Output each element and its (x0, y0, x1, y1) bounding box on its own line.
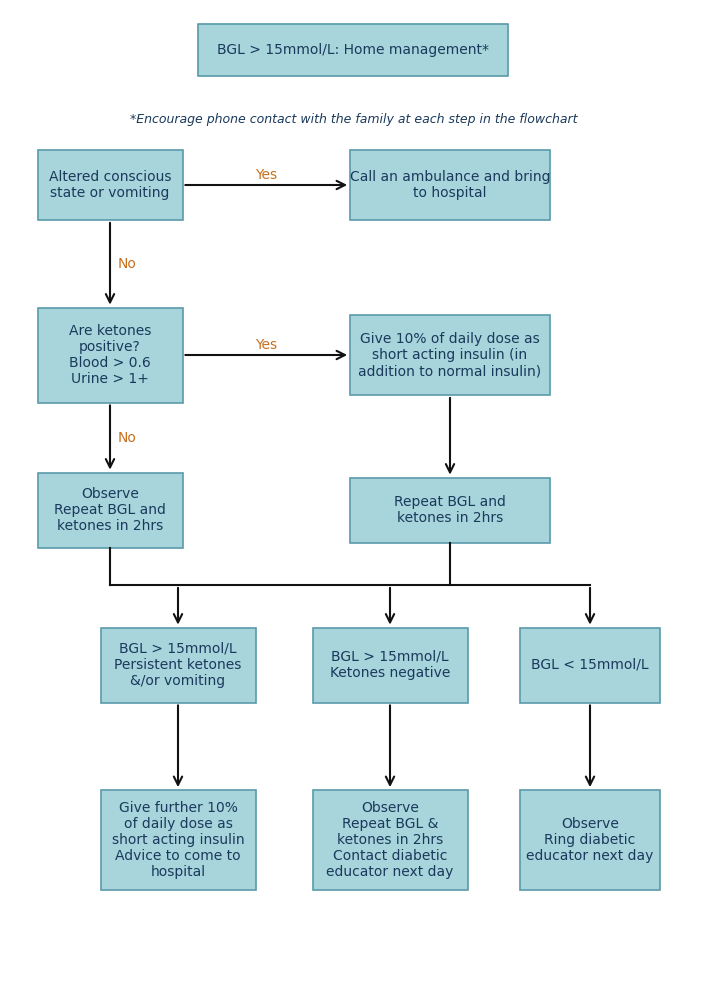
Text: Repeat BGL and
ketones in 2hrs: Repeat BGL and ketones in 2hrs (394, 494, 506, 525)
Text: Yes: Yes (255, 168, 277, 182)
Text: BGL < 15mmol/L: BGL < 15mmol/L (531, 658, 649, 672)
FancyBboxPatch shape (350, 315, 550, 395)
Text: Give 10% of daily dose as
short acting insulin (in
addition to normal insulin): Give 10% of daily dose as short acting i… (358, 332, 542, 378)
FancyBboxPatch shape (37, 473, 182, 548)
Text: Are ketones
positive?
Blood > 0.6
Urine > 1+: Are ketones positive? Blood > 0.6 Urine … (69, 323, 151, 386)
Text: BGL > 15mmol/L
Persistent ketones
&/or vomiting: BGL > 15mmol/L Persistent ketones &/or v… (115, 642, 242, 688)
FancyBboxPatch shape (350, 478, 550, 543)
Text: BGL > 15mmol/L
Ketones negative: BGL > 15mmol/L Ketones negative (329, 650, 450, 680)
FancyBboxPatch shape (312, 790, 467, 890)
Text: No: No (118, 257, 137, 270)
Text: Call an ambulance and bring
to hospital: Call an ambulance and bring to hospital (350, 170, 550, 201)
Text: Observe
Repeat BGL &
ketones in 2hrs
Contact diabetic
educator next day: Observe Repeat BGL & ketones in 2hrs Con… (327, 800, 454, 880)
FancyBboxPatch shape (350, 150, 550, 220)
FancyBboxPatch shape (312, 627, 467, 703)
Text: BGL > 15mmol/L: Home management*: BGL > 15mmol/L: Home management* (217, 43, 489, 57)
Text: Give further 10%
of daily dose as
short acting insulin
Advice to come to
hospita: Give further 10% of daily dose as short … (112, 800, 245, 880)
Text: No: No (118, 431, 137, 444)
FancyBboxPatch shape (520, 627, 660, 703)
Text: Observe
Repeat BGL and
ketones in 2hrs: Observe Repeat BGL and ketones in 2hrs (54, 487, 166, 533)
Text: Observe
Ring diabetic
educator next day: Observe Ring diabetic educator next day (526, 817, 654, 863)
Text: Yes: Yes (255, 338, 277, 352)
FancyBboxPatch shape (100, 790, 255, 890)
FancyBboxPatch shape (100, 627, 255, 703)
FancyBboxPatch shape (198, 24, 508, 76)
Text: Altered conscious
state or vomiting: Altered conscious state or vomiting (49, 170, 171, 201)
FancyBboxPatch shape (520, 790, 660, 890)
FancyBboxPatch shape (37, 150, 182, 220)
FancyBboxPatch shape (37, 308, 182, 402)
Text: *Encourage phone contact with the family at each step in the flowchart: *Encourage phone contact with the family… (130, 113, 577, 127)
